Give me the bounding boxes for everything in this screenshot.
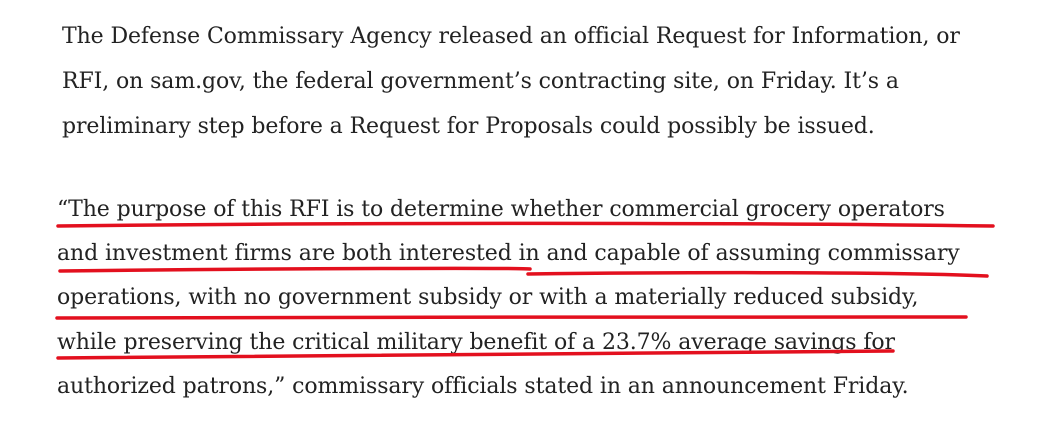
underline-stroke (55, 315, 968, 320)
paragraph-line: while preserving the critical military b… (57, 330, 895, 355)
paragraph-line: “The purpose of this RFI is to determine… (57, 197, 945, 222)
paragraph-line: preliminary step before a Request for Pr… (62, 114, 875, 139)
paragraph-line: RFI, on sam.gov, the federal government’… (62, 69, 899, 94)
paragraph-line: authorized patrons,” commissary official… (57, 374, 909, 399)
underline-stroke (56, 221, 995, 228)
paragraph-line: The Defense Commissary Agency released a… (62, 24, 960, 49)
paragraph-line: operations, with no government subsidy o… (57, 285, 919, 310)
paragraph-line: and investment firms are both interested… (57, 241, 960, 266)
underline-stroke (526, 270, 989, 278)
underline-stroke (58, 266, 532, 273)
